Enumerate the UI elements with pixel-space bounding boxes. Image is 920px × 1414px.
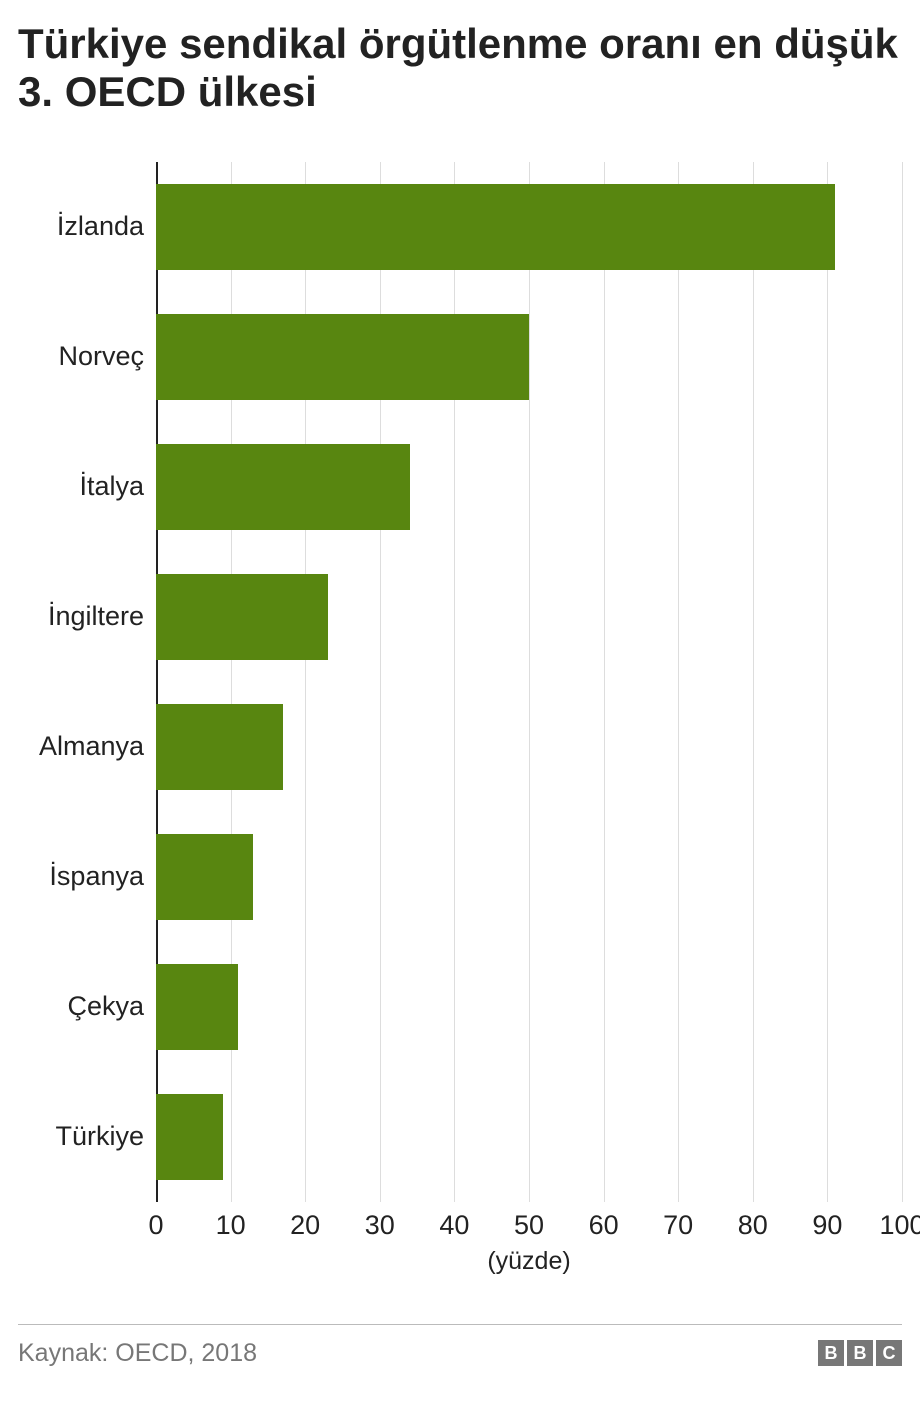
x-tick-labels: 0102030405060708090100 xyxy=(156,1202,902,1242)
bar xyxy=(156,834,253,920)
x-axis-spacer xyxy=(18,1202,156,1242)
chart-container: Türkiye sendikal örgütlenme oranı en düş… xyxy=(0,0,920,1414)
y-label: İspanya xyxy=(18,812,156,942)
bar xyxy=(156,184,835,270)
x-tick: 80 xyxy=(738,1210,768,1241)
x-tick: 50 xyxy=(514,1210,544,1241)
bar xyxy=(156,574,328,660)
bar-slot xyxy=(156,942,902,1072)
bar xyxy=(156,314,529,400)
y-label: İtalya xyxy=(18,422,156,552)
y-label: İzlanda xyxy=(18,162,156,292)
x-tick: 60 xyxy=(589,1210,619,1241)
bar-slot xyxy=(156,552,902,682)
bar xyxy=(156,704,283,790)
bars-layer xyxy=(156,162,902,1202)
bar-slot xyxy=(156,162,902,292)
y-label: Norveç xyxy=(18,292,156,422)
bar-slot xyxy=(156,1072,902,1202)
logo-letter: B xyxy=(818,1340,844,1366)
bar-slot xyxy=(156,292,902,422)
x-tick: 70 xyxy=(663,1210,693,1241)
x-tick: 0 xyxy=(148,1210,163,1241)
x-axis: 0102030405060708090100 xyxy=(18,1202,902,1242)
logo-letter: B xyxy=(847,1340,873,1366)
x-tick: 90 xyxy=(812,1210,842,1241)
y-label: Almanya xyxy=(18,682,156,812)
chart-footer: Kaynak: OECD, 2018 BBC xyxy=(18,1324,902,1388)
x-tick: 20 xyxy=(290,1210,320,1241)
y-label: İngiltere xyxy=(18,552,156,682)
source-text: Kaynak: OECD, 2018 xyxy=(18,1339,257,1368)
x-tick: 40 xyxy=(439,1210,469,1241)
logo-letter: C xyxy=(876,1340,902,1366)
plot-area xyxy=(156,162,902,1202)
y-label: Türkiye xyxy=(18,1072,156,1202)
bar-slot xyxy=(156,682,902,812)
grid-line xyxy=(902,162,903,1202)
bbc-logo: BBC xyxy=(818,1340,902,1366)
x-tick: 100 xyxy=(879,1210,920,1241)
bar xyxy=(156,1094,223,1180)
y-label: Çekya xyxy=(18,942,156,1072)
y-axis-labels: İzlandaNorveçİtalyaİngiltereAlmanyaİspan… xyxy=(18,162,156,1202)
bar xyxy=(156,964,238,1050)
x-tick: 10 xyxy=(216,1210,246,1241)
x-label-row: (yüzde) xyxy=(18,1242,902,1276)
x-tick: 30 xyxy=(365,1210,395,1241)
x-axis-label: (yüzde) xyxy=(18,1247,902,1276)
chart-body: İzlandaNorveçİtalyaİngiltereAlmanyaİspan… xyxy=(18,162,902,1202)
bar-slot xyxy=(156,812,902,942)
bar-slot xyxy=(156,422,902,552)
bar xyxy=(156,444,410,530)
chart-title: Türkiye sendikal örgütlenme oranı en düş… xyxy=(18,20,902,117)
